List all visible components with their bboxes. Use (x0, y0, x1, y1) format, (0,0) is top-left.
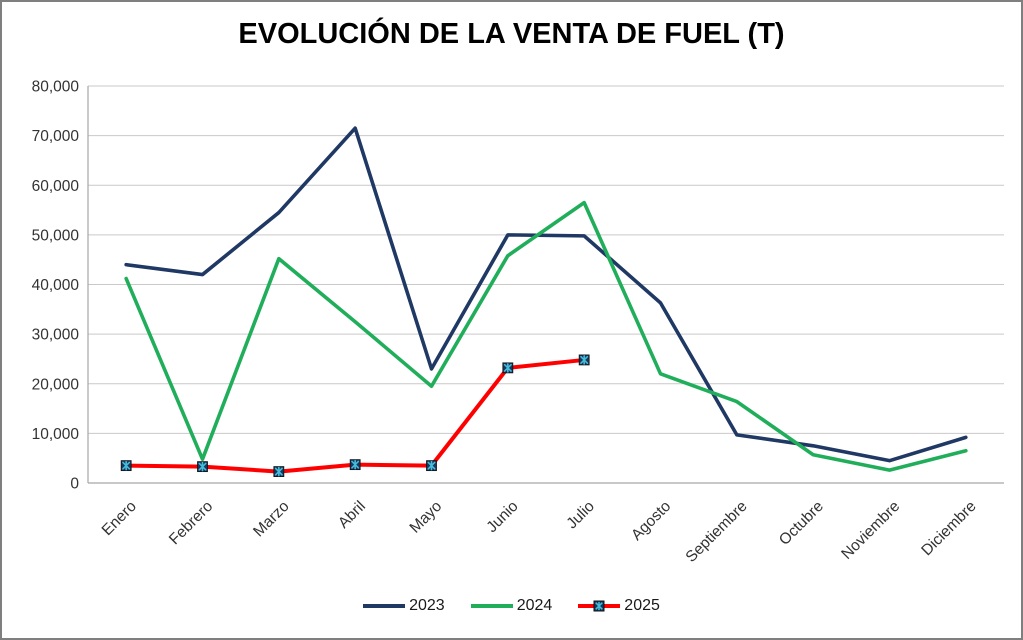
x-axis-tick-labels: Enero Febrero Marzo Abril Mayo Junio Julio Agos… (99, 498, 980, 566)
data-point-marker-icon (120, 460, 132, 472)
series-line-2023 (124, 126, 968, 463)
series-2023 (124, 126, 968, 463)
y-tick-label: 20,000 (32, 376, 80, 393)
y-tick-label: 40,000 (32, 277, 80, 294)
series-line-2024 (124, 200, 968, 472)
y-tick-label: 50,000 (32, 227, 80, 244)
x-tick-label: Noviembre (838, 498, 903, 563)
legend-item-2024: 2024 (470, 597, 553, 615)
x-tick-label: Octubre (776, 498, 827, 549)
y-tick-label: 60,000 (32, 178, 80, 195)
legend-item-2023: 2023 (363, 597, 445, 615)
legend-label-2023: 2023 (409, 597, 445, 614)
y-tick-label: 10,000 (32, 426, 80, 443)
y-axis-tick-labels: 0 10,000 20,000 30,000 40,000 50,000 60,000 70,… (32, 79, 80, 493)
chart-title: EVOLUCIÓN DE LA VENTA DE FUEL (T) (238, 18, 785, 50)
x-tick-label: Enero (99, 498, 140, 539)
data-point-marker-icon (349, 459, 361, 471)
x-tick-label: Mayo (407, 498, 446, 537)
y-tick-label: 80,000 (32, 79, 80, 96)
legend-swatch-2025-line-icon (578, 600, 621, 612)
x-tick-label: Junio (483, 498, 521, 536)
data-point-marker-icon (578, 354, 590, 366)
series-2025 (120, 354, 590, 477)
legend-swatch-2024-line-icon (470, 604, 513, 608)
series-line-2025 (124, 357, 587, 474)
data-point-marker-icon (426, 460, 437, 472)
y-tick-label: 30,000 (32, 327, 80, 344)
legend-label-2025: 2025 (624, 597, 660, 614)
x-tick-label: Agosto (628, 498, 674, 544)
data-point-marker-icon (197, 461, 208, 473)
gridlines (88, 85, 1004, 484)
axes (87, 86, 1004, 484)
data-point-marker-icon (502, 362, 514, 374)
x-tick-label: Marzo (250, 498, 292, 540)
legend-label-2024: 2024 (516, 597, 553, 614)
x-tick-label: Septiembre (683, 498, 751, 566)
legend-item-2025: 2025 (578, 597, 660, 615)
y-tick-label: 70,000 (32, 128, 80, 145)
x-tick-label: Febrero (166, 498, 216, 548)
series-2024 (124, 200, 968, 472)
data-point-marker-icon (273, 466, 285, 477)
x-tick-label: Abril (335, 498, 369, 532)
legend: 2023 2024 2025 (2, 597, 1021, 615)
y-tick-label: 0 (70, 476, 79, 493)
x-tick-label: Diciembre (918, 498, 979, 559)
legend-swatch-2023-line-icon (363, 604, 406, 608)
x-square-marker-icon (593, 600, 605, 612)
x-tick-label: Julio (563, 498, 598, 533)
